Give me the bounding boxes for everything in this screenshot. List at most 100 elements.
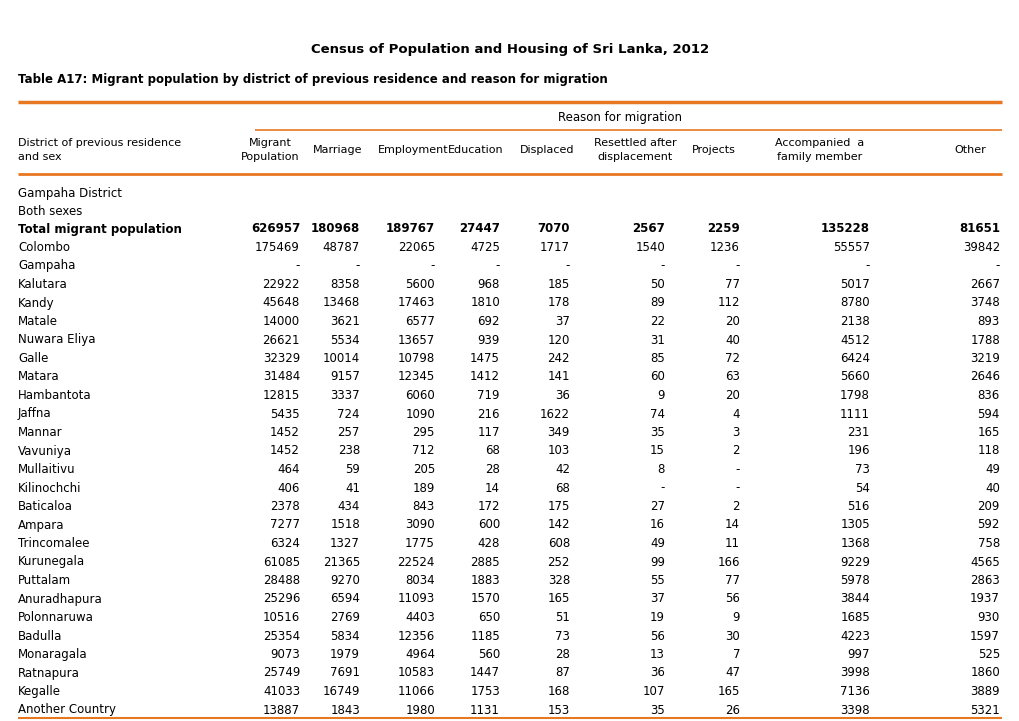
Text: 6060: 6060 [405,389,434,402]
Text: District of previous residence: District of previous residence [18,138,181,148]
Text: 349: 349 [547,426,570,439]
Text: and sex: and sex [18,152,61,162]
Text: Matale: Matale [18,315,58,328]
Text: 28488: 28488 [263,574,300,587]
Text: 35: 35 [650,704,664,717]
Text: 27447: 27447 [459,223,499,236]
Text: 997: 997 [847,648,869,661]
Text: 12815: 12815 [263,389,300,402]
Text: 3: 3 [732,426,739,439]
Text: 5834: 5834 [330,629,360,642]
Text: Migrant: Migrant [249,138,291,148]
Text: 3621: 3621 [330,315,360,328]
Text: 434: 434 [337,500,360,513]
Text: 9157: 9157 [330,371,360,384]
Text: 153: 153 [547,704,570,717]
Text: 930: 930 [977,611,999,624]
Text: 7691: 7691 [330,666,360,679]
Text: 8358: 8358 [330,278,360,291]
Text: 2667: 2667 [969,278,999,291]
Text: 47: 47 [725,666,739,679]
Text: 1090: 1090 [405,407,434,420]
Text: 20: 20 [725,315,739,328]
Text: Population: Population [240,152,299,162]
Text: 1810: 1810 [470,296,499,309]
Text: 1685: 1685 [840,611,869,624]
Text: Table A17: Migrant population by district of previous residence and reason for m: Table A17: Migrant population by distric… [18,74,607,87]
Text: 9270: 9270 [330,574,360,587]
Text: 7070: 7070 [537,223,570,236]
Text: 893: 893 [977,315,999,328]
Text: 1937: 1937 [969,593,999,606]
Text: 36: 36 [554,389,570,402]
Text: 5534: 5534 [330,334,360,347]
Text: 1185: 1185 [470,629,499,642]
Text: 5321: 5321 [969,704,999,717]
Text: Anuradhapura: Anuradhapura [18,593,103,606]
Text: 4223: 4223 [840,629,869,642]
Text: 56: 56 [725,593,739,606]
Text: 25749: 25749 [262,666,300,679]
Text: Kandy: Kandy [18,296,55,309]
Text: 1540: 1540 [635,241,664,254]
Text: Both sexes: Both sexes [18,205,83,218]
Text: 5435: 5435 [270,407,300,420]
Text: 3889: 3889 [969,685,999,698]
Text: 14: 14 [725,518,739,531]
Text: 85: 85 [650,352,664,365]
Text: 10516: 10516 [263,611,300,624]
Text: 836: 836 [977,389,999,402]
Text: 165: 165 [976,426,999,439]
Text: Employment: Employment [377,145,448,155]
Text: 3337: 3337 [330,389,360,402]
Text: Polonnaruwa: Polonnaruwa [18,611,94,624]
Text: 73: 73 [854,463,869,476]
Text: 6324: 6324 [270,537,300,550]
Text: 63: 63 [725,371,739,384]
Text: 50: 50 [650,278,664,291]
Text: 7136: 7136 [840,685,869,698]
Text: 10014: 10014 [322,352,360,365]
Text: 10798: 10798 [397,352,434,365]
Text: 120: 120 [547,334,570,347]
Text: 60: 60 [649,371,664,384]
Text: 13: 13 [649,648,664,661]
Text: 21365: 21365 [322,555,360,568]
Text: Gampaha: Gampaha [18,260,75,273]
Text: 72: 72 [725,352,739,365]
Text: 9229: 9229 [840,555,869,568]
Text: 172: 172 [477,500,499,513]
Text: -: - [735,260,739,273]
Text: 3219: 3219 [969,352,999,365]
Text: 2378: 2378 [270,500,300,513]
Text: 464: 464 [277,463,300,476]
Text: 4403: 4403 [405,611,434,624]
Text: 9073: 9073 [270,648,300,661]
Text: -: - [296,260,300,273]
Text: 4725: 4725 [470,241,499,254]
Text: 135228: 135228 [820,223,869,236]
Text: Education: Education [447,145,503,155]
Text: 560: 560 [477,648,499,661]
Text: Displaced: Displaced [520,145,574,155]
Text: Kalutara: Kalutara [18,278,67,291]
Text: 12345: 12345 [397,371,434,384]
Text: 51: 51 [554,611,570,624]
Text: 87: 87 [554,666,570,679]
Text: 6424: 6424 [840,352,869,365]
Text: 10583: 10583 [397,666,434,679]
Text: 74: 74 [649,407,664,420]
Text: 1980: 1980 [405,704,434,717]
Text: Total migrant population: Total migrant population [18,223,181,236]
Text: 165: 165 [547,593,570,606]
Text: 185: 185 [547,278,570,291]
Text: 712: 712 [412,445,434,458]
Text: 1518: 1518 [330,518,360,531]
Text: 1753: 1753 [470,685,499,698]
Text: 1597: 1597 [969,629,999,642]
Text: 516: 516 [847,500,869,513]
Text: Kurunegala: Kurunegala [18,555,85,568]
Text: -: - [995,260,999,273]
Text: 626957: 626957 [251,223,300,236]
Text: 26: 26 [725,704,739,717]
